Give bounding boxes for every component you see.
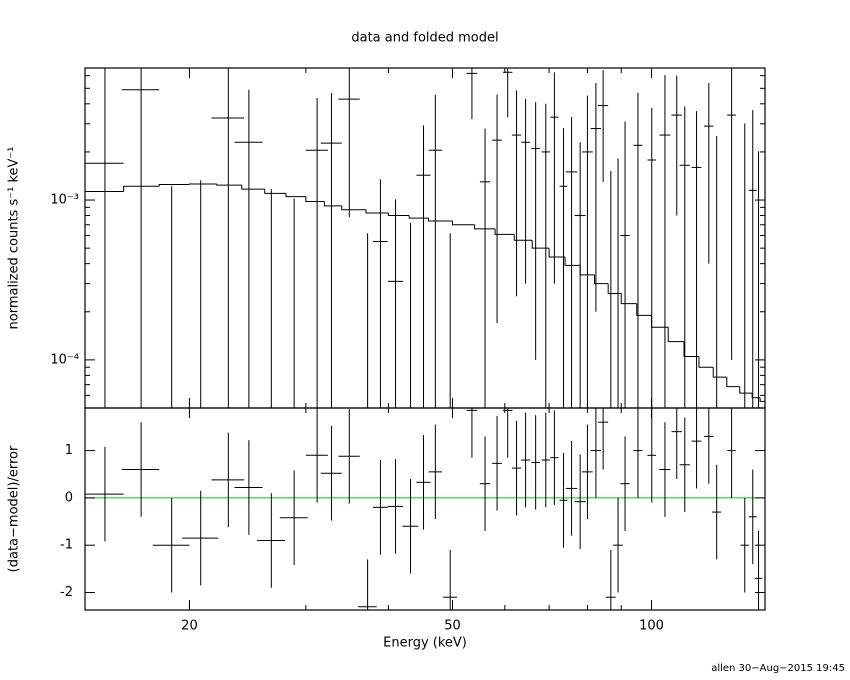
model-step	[531, 240, 550, 249]
model-step	[667, 327, 685, 343]
model-step	[158, 184, 190, 187]
y-tick-label: -2	[60, 585, 73, 600]
x-tick-label: 20	[181, 619, 198, 634]
model-step	[739, 386, 753, 394]
footer: allen 30−Aug−2015 19:45	[711, 663, 845, 674]
bottom-panel	[85, 408, 765, 610]
chart-title: data and folded model	[351, 31, 498, 46]
model-step	[241, 185, 265, 190]
model-step	[341, 205, 367, 211]
y-axis-label: (data−model)/error	[7, 445, 22, 572]
model-step	[620, 293, 637, 305]
model-step	[548, 248, 566, 258]
top-panel	[85, 68, 765, 408]
model-step	[636, 303, 652, 316]
frame	[84, 407, 766, 611]
y-tick-label: 1	[65, 443, 73, 458]
model-step	[759, 397, 765, 402]
model-step	[264, 189, 287, 194]
model-step	[123, 185, 160, 192]
model-step	[683, 341, 700, 357]
x-tick-label: 100	[639, 619, 664, 634]
model-step	[726, 377, 740, 388]
model-step	[513, 234, 533, 241]
model-step	[305, 196, 325, 202]
frame	[84, 67, 766, 409]
model-step	[408, 215, 429, 219]
model-step	[712, 367, 727, 378]
model-step	[698, 356, 714, 368]
model-step	[579, 265, 595, 276]
model-step	[564, 257, 581, 266]
x-axis-label: Energy (keV)	[383, 636, 467, 651]
y-tick-label: -1	[60, 538, 73, 553]
model-step	[323, 201, 342, 207]
model-step	[607, 283, 622, 295]
y-tick-label: 10⁻³	[50, 193, 79, 208]
model-step	[650, 315, 669, 328]
model-step	[751, 393, 761, 399]
model-step	[387, 212, 410, 217]
y-axis-label: normalized counts s⁻¹ keV⁻¹	[7, 147, 22, 330]
model-step	[428, 218, 453, 222]
y-tick-label: 10⁻⁴	[50, 352, 79, 367]
model-step	[216, 183, 242, 186]
y-tick-label: 0	[65, 490, 73, 505]
model-step	[365, 209, 389, 214]
model-step	[494, 228, 515, 235]
model-step	[474, 224, 496, 230]
axes: 10⁻³ 10⁻⁴ -2 -1 0 1 20 50 100	[50, 68, 765, 634]
model-step	[594, 274, 609, 285]
model-step	[188, 183, 217, 185]
x-tick-label: 50	[444, 619, 461, 634]
model-step	[285, 193, 306, 198]
model-step	[451, 220, 475, 226]
